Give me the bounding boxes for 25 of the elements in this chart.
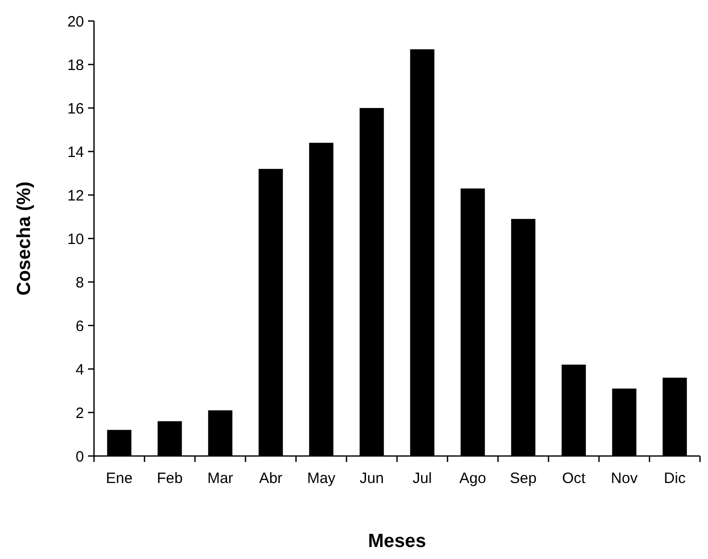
y-tick-label: 18 xyxy=(67,56,84,74)
x-axis-title: Meses xyxy=(368,531,426,552)
x-tick-label: Jul xyxy=(412,470,432,487)
y-tick-label: 0 xyxy=(76,448,84,466)
x-tick-label: Oct xyxy=(562,470,586,487)
x-tick-label: Abr xyxy=(259,470,282,487)
x-tick-label: Feb xyxy=(156,470,183,487)
x-tick-label: May xyxy=(307,470,336,487)
x-tick-label: Mar xyxy=(207,470,234,487)
y-tick-label: 10 xyxy=(67,230,84,248)
y-tick-label: 2 xyxy=(76,404,84,422)
x-tick-label: Jun xyxy=(360,470,384,487)
y-tick-label: 14 xyxy=(67,144,84,161)
x-tick-label: Ene xyxy=(106,470,133,487)
y-tick-label: 8 xyxy=(76,274,84,292)
x-tick-label: Sep xyxy=(510,470,537,487)
y-tick-label: 6 xyxy=(76,318,84,335)
y-tick-label: 20 xyxy=(67,13,84,30)
y-tick-label: 12 xyxy=(67,187,84,204)
y-tick-label: 16 xyxy=(67,100,84,118)
x-tick-label: Dic xyxy=(664,470,686,487)
y-axis-title: Cosecha (%) xyxy=(14,181,35,296)
y-tick-label: 4 xyxy=(76,361,84,378)
x-tick-label: Ago xyxy=(459,470,486,487)
x-tick-label: Nov xyxy=(610,470,638,487)
